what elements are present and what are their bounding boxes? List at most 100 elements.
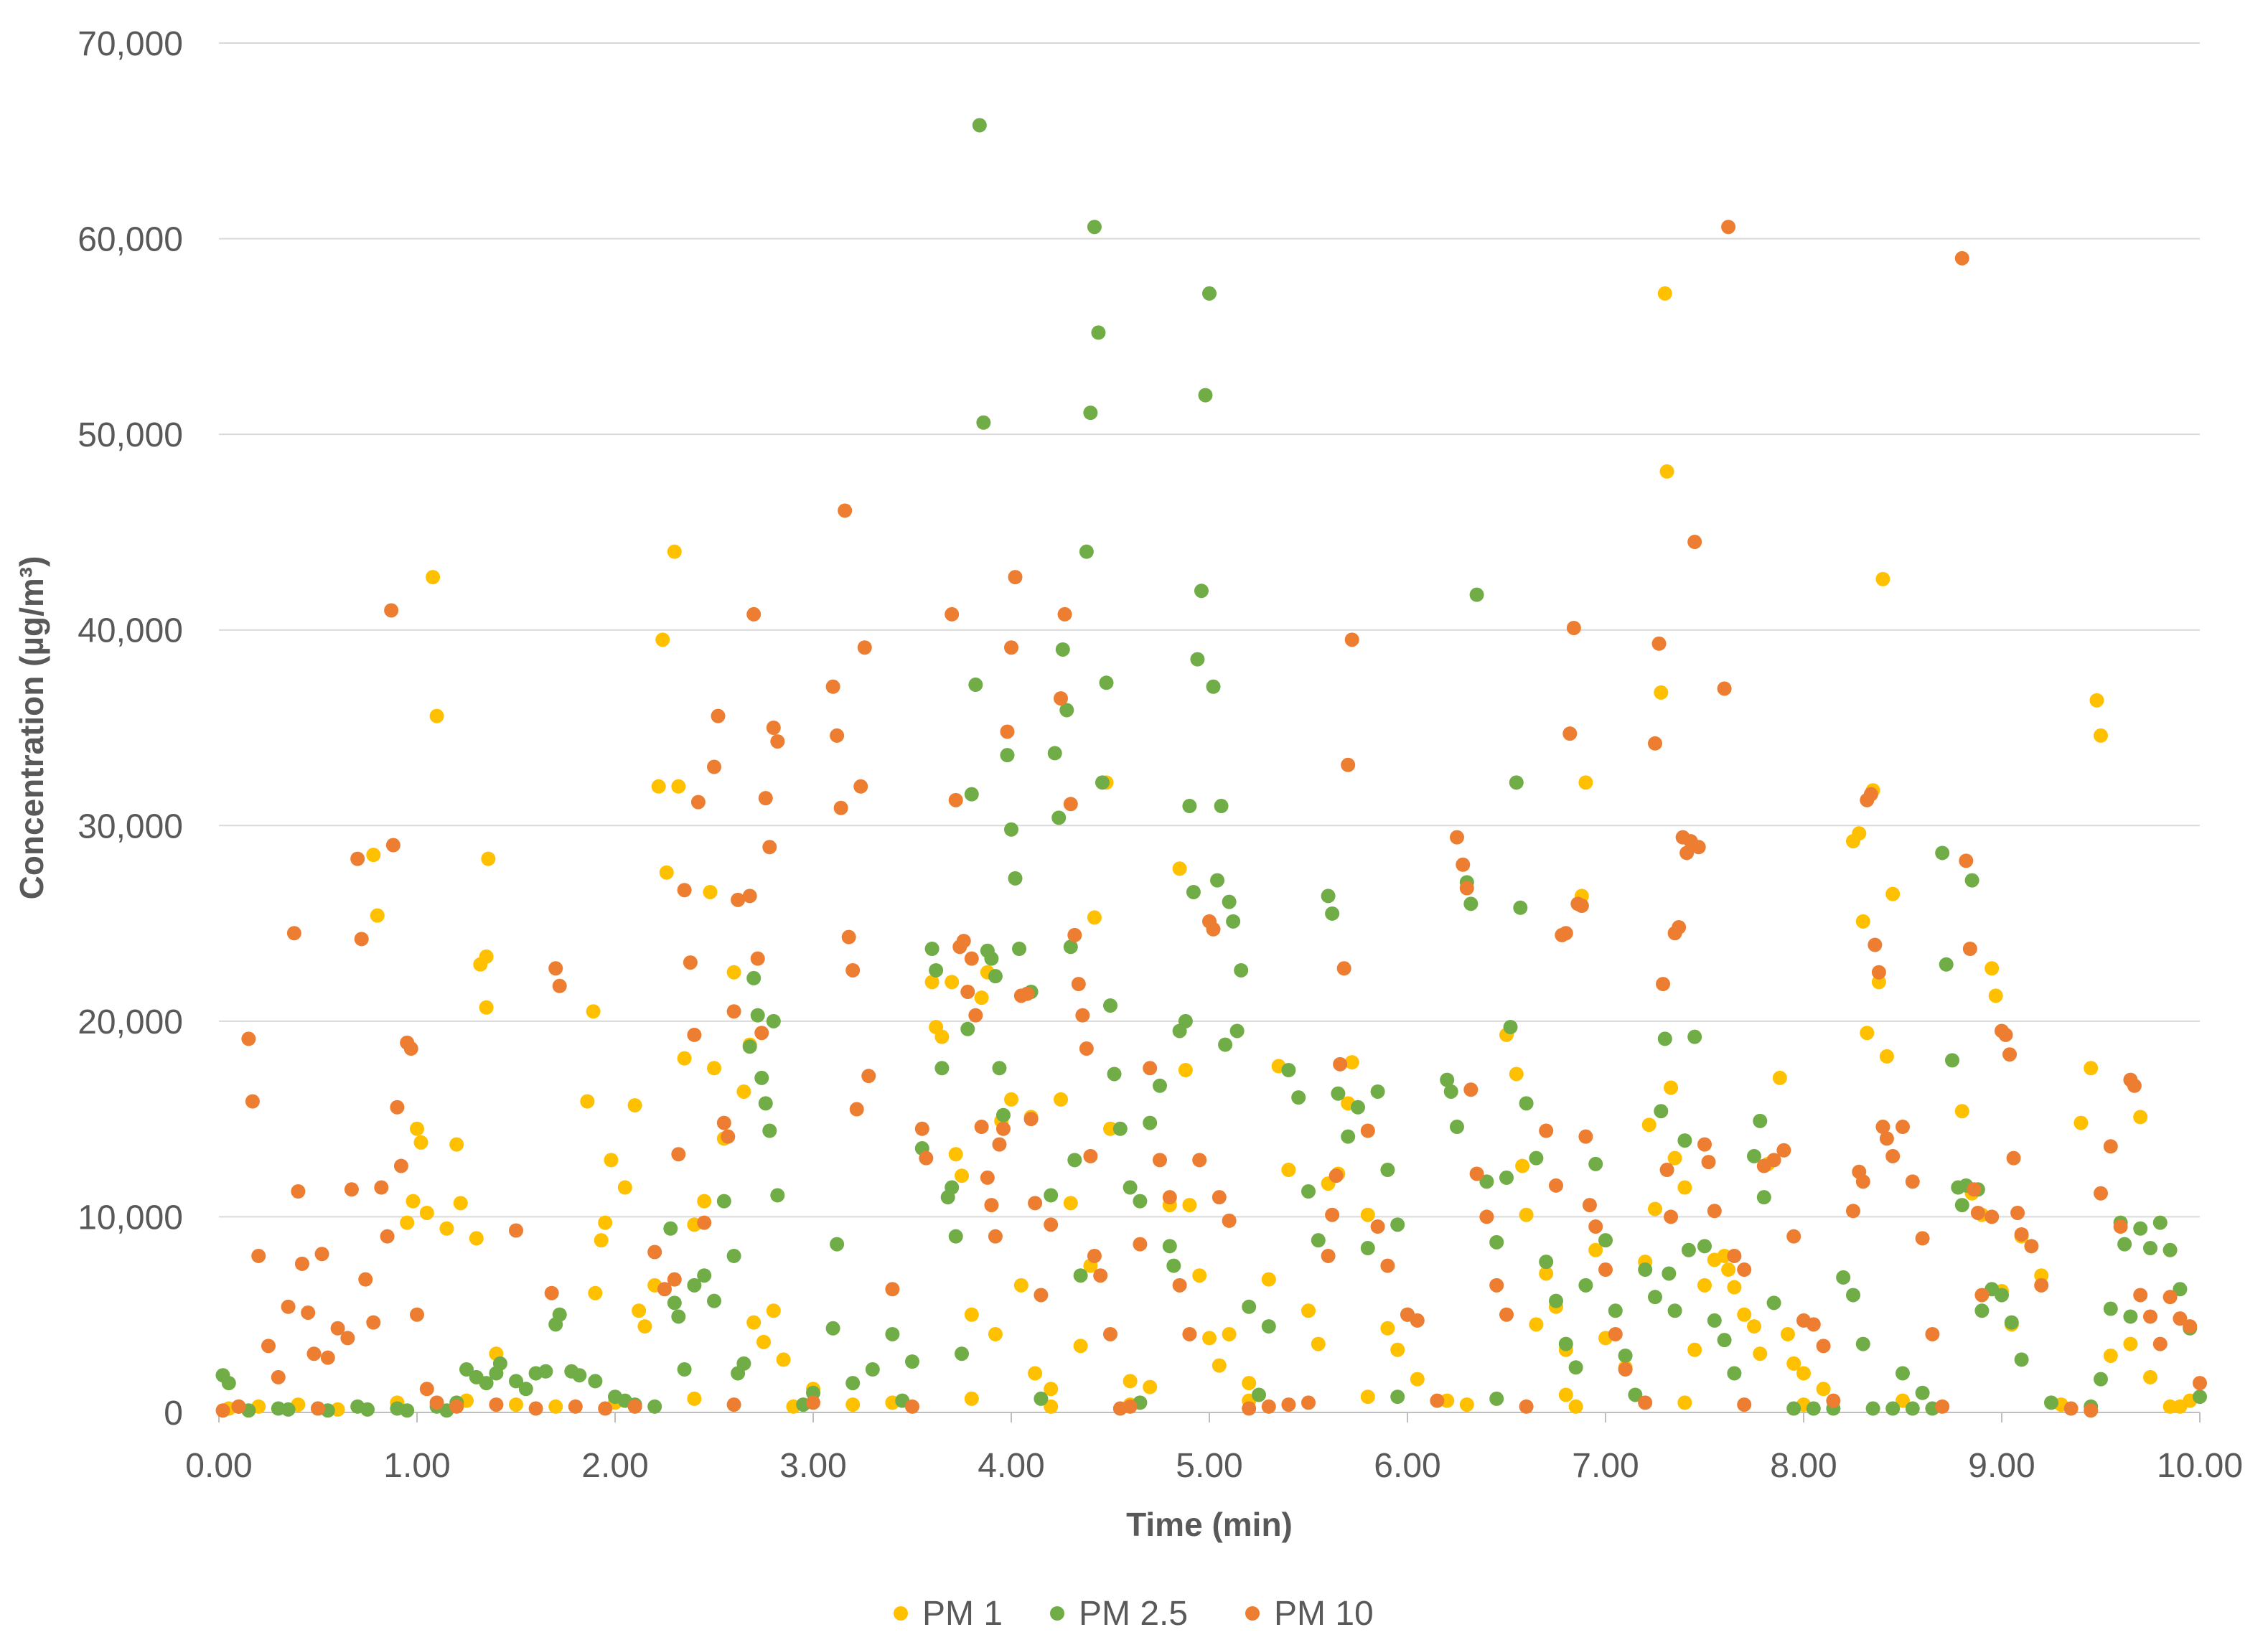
data-point <box>677 883 692 898</box>
series-pm-2-5 <box>215 118 2207 1418</box>
data-point <box>1261 1272 1276 1287</box>
data-point <box>1390 1342 1405 1357</box>
data-point <box>2123 1309 2138 1324</box>
data-point <box>1679 845 1695 861</box>
data-point <box>1360 1241 1375 1256</box>
data-point <box>667 1295 682 1311</box>
data-point <box>945 975 960 990</box>
data-point <box>1261 1399 1276 1414</box>
data-point <box>924 975 939 990</box>
data-point <box>1985 1209 2000 1224</box>
data-point <box>960 1021 975 1036</box>
data-point <box>1075 1008 1090 1023</box>
data-point <box>1654 685 1669 700</box>
data-point <box>429 1395 444 1410</box>
data-point <box>1242 1376 1257 1391</box>
data-point <box>1721 1262 1736 1278</box>
data-point <box>1885 1148 1901 1163</box>
data-point <box>1885 886 1901 901</box>
data-point <box>271 1369 286 1384</box>
data-point <box>1067 927 1082 942</box>
data-point <box>374 1180 389 1195</box>
data-point <box>707 759 721 774</box>
data-point <box>1697 1239 1712 1254</box>
y-tick-label: 50,000 <box>78 416 183 454</box>
data-point <box>548 1399 563 1414</box>
legend-marker <box>1245 1606 1260 1621</box>
data-point <box>1598 1262 1613 1278</box>
data-point <box>1562 726 1578 741</box>
data-point <box>2127 1078 2142 1093</box>
data-point <box>544 1285 559 1300</box>
data-point <box>1935 1399 1950 1414</box>
data-point <box>1578 775 1593 790</box>
data-point <box>2152 1215 2168 1230</box>
x-tick-label: 0.00 <box>185 1447 252 1485</box>
data-point <box>1143 1061 1158 1076</box>
data-point <box>350 851 365 866</box>
data-point <box>2133 1110 2148 1125</box>
data-point <box>1796 1366 1811 1381</box>
y-tick-label: 60,000 <box>78 221 183 259</box>
data-point <box>1463 1082 1479 1097</box>
data-point <box>1737 1397 1752 1412</box>
data-point <box>830 728 845 743</box>
data-point <box>385 838 400 853</box>
data-point <box>1261 1319 1276 1334</box>
data-point <box>742 889 757 904</box>
data-point <box>245 1094 260 1109</box>
data-point <box>687 1391 702 1406</box>
data-point <box>1172 861 1187 876</box>
data-point <box>1896 1393 1910 1408</box>
data-point <box>1051 810 1067 825</box>
data-point <box>1329 1168 1344 1183</box>
data-point <box>1351 1100 1365 1115</box>
x-tick-label: 9.00 <box>1968 1447 2035 1485</box>
data-point <box>964 787 979 802</box>
x-axis-title: Time (min) <box>1126 1506 1293 1543</box>
data-point <box>1380 1258 1395 1273</box>
data-point <box>1786 1229 1801 1244</box>
data-point <box>1727 1280 1742 1295</box>
data-point <box>1331 1086 1346 1101</box>
data-point <box>1935 845 1950 861</box>
data-point <box>655 632 670 647</box>
data-point <box>1103 1326 1117 1341</box>
data-point <box>1519 1399 1534 1414</box>
data-point <box>479 1376 494 1391</box>
data-point <box>1691 840 1706 855</box>
data-point <box>731 892 746 907</box>
data-point <box>762 840 777 855</box>
data-point <box>1166 1258 1181 1273</box>
data-point <box>1871 965 1886 980</box>
data-point <box>1766 1153 1781 1168</box>
data-point <box>1657 1031 1672 1046</box>
data-point <box>1450 830 1464 845</box>
data-point <box>988 1229 1003 1244</box>
series-pm-1 <box>221 286 2198 1417</box>
data-point <box>518 1382 533 1397</box>
data-point <box>955 1168 969 1183</box>
data-point <box>1479 1209 1494 1224</box>
data-point <box>2143 1369 2157 1384</box>
data-point <box>453 1196 468 1211</box>
data-point <box>2010 1205 2025 1220</box>
data-point <box>1242 1401 1257 1416</box>
data-point <box>914 1121 929 1136</box>
data-point <box>1896 1120 1910 1135</box>
data-point <box>746 606 762 622</box>
data-point <box>2193 1389 2207 1405</box>
data-point <box>410 1121 424 1136</box>
data-point <box>419 1382 434 1397</box>
data-point <box>1192 1153 1207 1168</box>
data-point <box>1182 1326 1197 1341</box>
data-point <box>1509 775 1524 790</box>
data-point <box>2103 1139 2118 1154</box>
data-point <box>885 1282 900 1297</box>
data-point <box>1672 920 1687 935</box>
data-point <box>955 1346 969 1361</box>
data-point <box>1667 1303 1682 1318</box>
data-point <box>1988 988 2003 1003</box>
data-point <box>528 1401 543 1416</box>
